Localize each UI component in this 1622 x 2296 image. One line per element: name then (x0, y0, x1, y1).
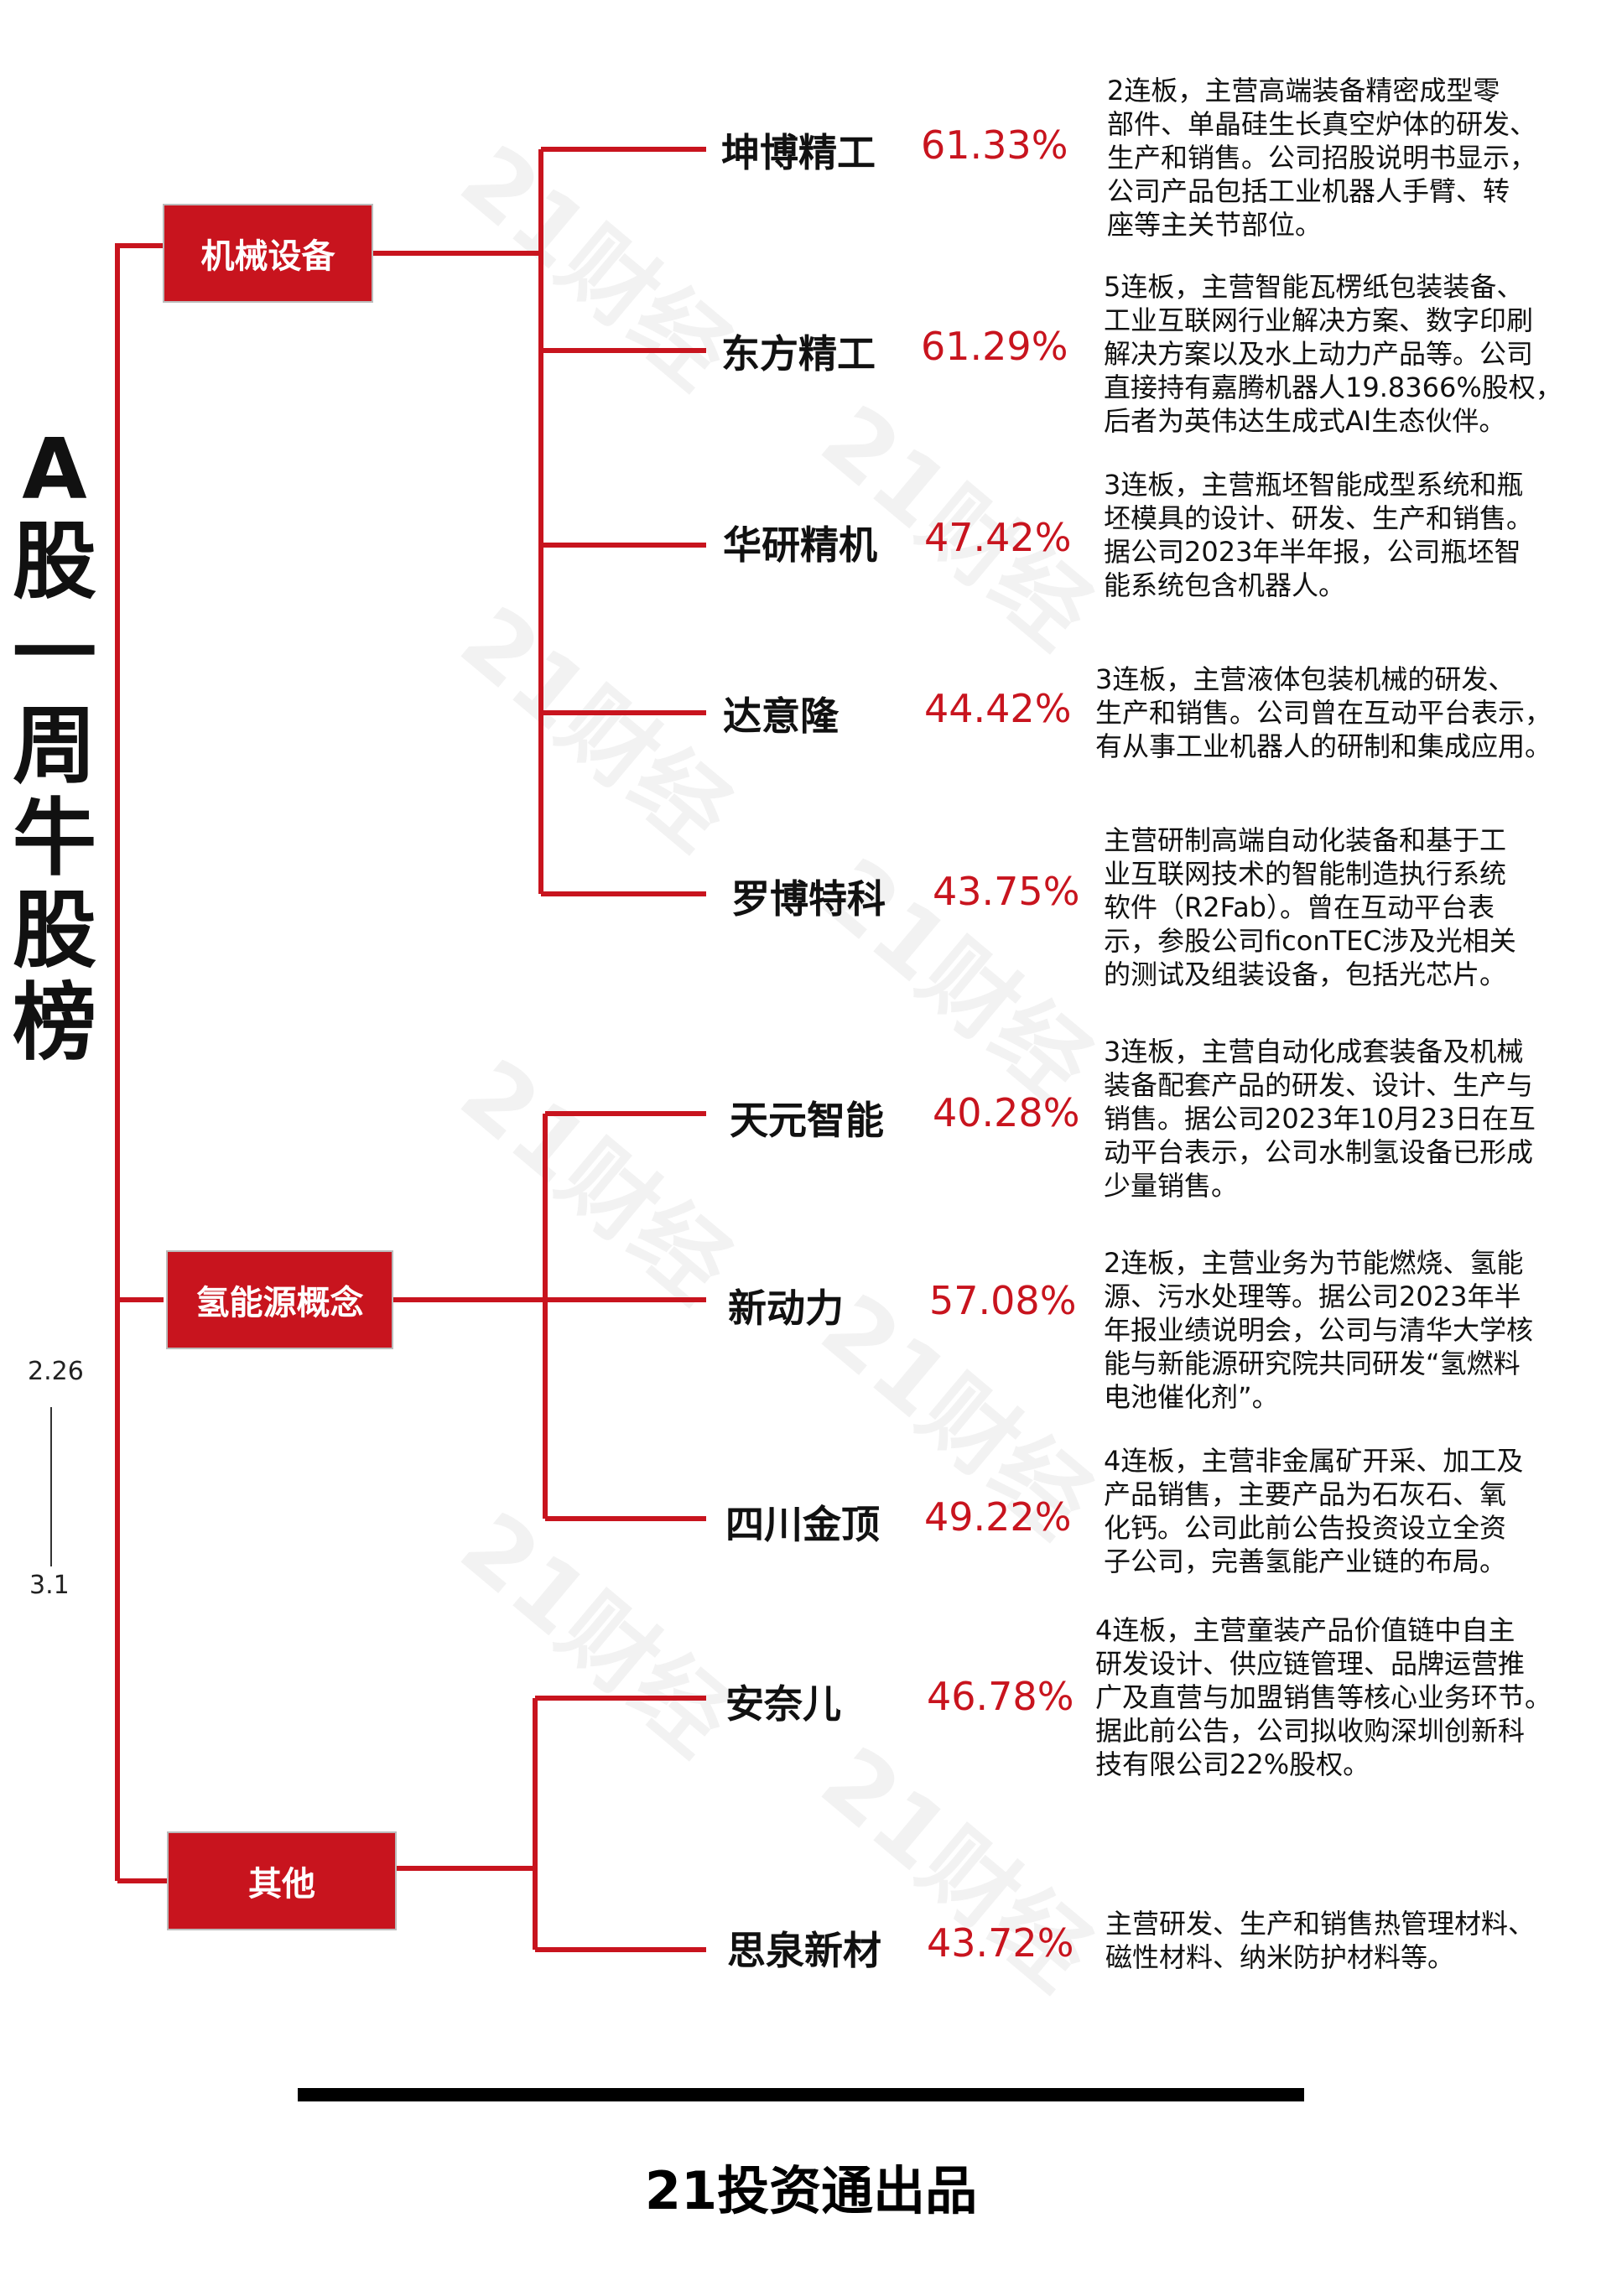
title-char: A (22, 420, 87, 518)
footer-divider (298, 2088, 1304, 2101)
stock-name: 思泉新材 (727, 1928, 881, 1973)
stock-pct: 61.29% (921, 324, 1068, 369)
stock-name: 四川金顶 (725, 1502, 880, 1547)
stock-description: 4连板，主营童装产品价值链中自主 研发设计、供应链管理、品牌运营推 广及直营与加… (1095, 1614, 1552, 1780)
period-end: 3.1 (29, 1571, 70, 1600)
stock-name: 坤博精工 (721, 130, 876, 175)
stock-pct: 43.72% (927, 1920, 1074, 1966)
footer-credit: 21投资通出品 (644, 2160, 978, 2221)
stock-description: 3连板，主营自动化成套装备及机械 装备配套产品的研发、设计、生产与 销售。据公司… (1104, 1036, 1536, 1202)
stock-pct: 57.08% (929, 1278, 1077, 1323)
stock-description: 3连板，主营液体包装机械的研发、 生产和销售。公司曾在互动平台表示， 有从事工业… (1095, 663, 1552, 762)
title-char: 牛 (13, 789, 96, 887)
stock-name: 华研精机 (723, 522, 877, 568)
stock-pct: 61.33% (921, 122, 1068, 168)
stock-description: 2连板，主营高端装备精密成型零 部件、单晶硅生长真空炉体的研发、 生产和销售。公… (1107, 75, 1537, 241)
stock-name: 达意隆 (723, 693, 839, 739)
period-start: 2.26 (28, 1357, 84, 1386)
title-char: 周 (13, 697, 96, 795)
title-char: 股 (13, 881, 96, 979)
stock-description: 3连板，主营瓶坯智能成型系统和瓶 坯模具的设计、研发、生产和销售。 据公司202… (1104, 469, 1534, 601)
stock-description: 5连板，主营智能瓦楞纸包装装备、 工业互联网行业解决方案、数字印刷 解决方案以及… (1104, 271, 1562, 437)
period-divider (50, 1407, 52, 1566)
stock-name: 天元智能 (730, 1098, 884, 1143)
stock-pct: 44.42% (924, 686, 1072, 731)
stock-description: 2连板，主营业务为节能燃烧、氢能 源、污水处理等。据公司2023年半 年报业绩说… (1104, 1247, 1534, 1413)
stock-pct: 46.78% (927, 1674, 1074, 1719)
stock-name: 新动力 (728, 1286, 844, 1331)
stock-pct: 49.22% (924, 1494, 1072, 1540)
title-char: 一 (13, 605, 96, 703)
title-char: 榜 (13, 974, 96, 1072)
stock-pct: 43.75% (933, 869, 1080, 914)
stock-description: 主营研发、生产和销售热管理材料、 磁性材料、纳米防护材料等。 (1105, 1908, 1536, 1973)
category-box-hydrogen: 氢能源概念 (166, 1250, 393, 1349)
stock-pct: 40.28% (933, 1090, 1080, 1135)
stock-name: 安奈儿 (725, 1681, 841, 1727)
stock-description: 主营研制高端自动化装备和基于工 业互联网技术的智能制造执行系统 软件（R2Fab… (1104, 824, 1516, 990)
stock-description: 4连板，主营非金属矿开采、加工及 产品销售，主要产品为石灰石、氧 化钙。公司此前… (1104, 1445, 1524, 1577)
stock-pct: 47.42% (924, 515, 1072, 560)
stock-name: 罗博特科 (731, 876, 886, 922)
category-box-other: 其他 (167, 1831, 397, 1930)
title-char: 股 (13, 512, 96, 610)
stock-name: 东方精工 (721, 331, 876, 377)
category-box-machinery: 机械设备 (163, 204, 373, 303)
